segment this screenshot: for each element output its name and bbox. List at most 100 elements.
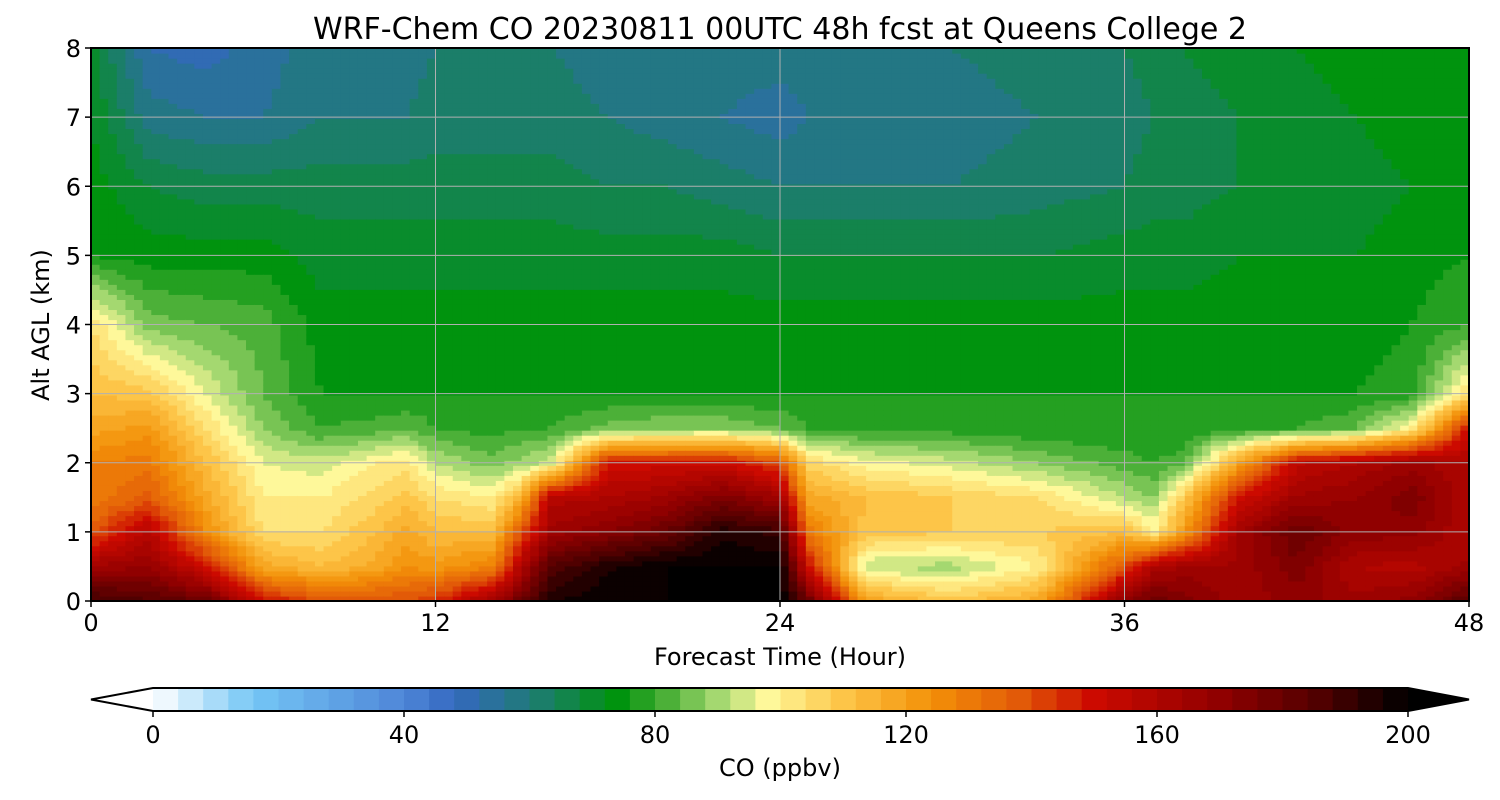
heatmap-cell [383,414,394,421]
heatmap-cell [246,128,256,135]
heatmap-cell [461,475,471,481]
heatmap-cell [297,218,307,225]
heatmap-cell [375,133,385,140]
heatmap-cell [228,83,239,89]
heatmap-cell [211,485,221,491]
heatmap-cell [426,88,437,94]
heatmap-cell [418,319,428,326]
heatmap-cell [469,394,480,401]
heatmap-cell [401,163,411,170]
heatmap-cell [409,98,419,104]
heatmap-cell [263,354,273,361]
heatmap-cell [151,490,161,497]
heatmap-cell [297,213,307,220]
heatmap-cell [401,188,411,195]
heatmap-cell [194,414,204,421]
heatmap-cell [314,510,325,517]
heatmap-cell [323,445,333,451]
heatmap-cell [237,555,247,562]
heatmap-cell [461,440,471,446]
heatmap-cell [323,379,333,386]
heatmap-cell [469,123,480,130]
heatmap-cell [151,188,161,195]
heatmap-cell [263,48,273,54]
heatmap-cell [211,455,221,461]
heatmap-cell [280,555,290,562]
heatmap-cell [357,78,368,84]
heatmap-cell [357,359,368,366]
heatmap-cell [220,329,230,336]
heatmap-cell [444,520,454,527]
heatmap-cell [91,445,101,451]
heatmap-cell [134,88,144,94]
heatmap-cell [108,168,118,175]
heatmap-cell [392,78,402,84]
heatmap-cell [263,173,273,180]
heatmap-cell [297,570,307,577]
heatmap-cell [340,249,350,255]
heatmap-cell [202,435,213,441]
heatmap-cell [366,78,376,84]
heatmap-cell [91,83,101,89]
heatmap-cell [392,133,402,140]
heatmap-cell [228,595,239,601]
heatmap-cell [202,188,213,195]
heatmap-cell [271,430,282,436]
heatmap-cell [263,269,273,275]
heatmap-cell [99,228,109,235]
heatmap-cell [289,193,299,200]
heatmap-cell [392,259,402,265]
heatmap-cell [271,234,282,240]
heatmap-cell [340,218,350,225]
heatmap-cell [340,420,350,426]
heatmap-cell [383,394,394,401]
heatmap-cell [452,404,462,411]
heatmap-cell [426,420,437,426]
heatmap-cell [461,88,471,94]
heatmap-cell [435,500,445,507]
heatmap-cell [435,178,445,185]
heatmap-cell [202,394,213,401]
heatmap-cell [332,173,342,180]
heatmap-cell [401,228,411,235]
heatmap-cell [116,314,127,321]
heatmap-cell [91,590,101,597]
heatmap-cell [469,83,480,89]
heatmap-cell [366,339,376,346]
heatmap-cell [418,223,428,230]
heatmap-cell [237,218,247,225]
heatmap-cell [108,68,118,74]
heatmap-cell [332,595,342,601]
heatmap-cell [289,354,299,361]
heatmap-cell [91,379,101,386]
heatmap-cell [194,309,204,316]
heatmap-cell [159,344,170,351]
heatmap-cell [142,379,152,386]
heatmap-cell [168,550,178,557]
heatmap-cell [228,274,239,280]
heatmap-cell [91,198,101,205]
heatmap-cell [349,495,359,502]
heatmap-cell [228,178,239,185]
heatmap-cell [461,490,471,497]
heatmap-cell [401,595,411,601]
heatmap-cell [185,234,195,240]
heatmap-cell [469,304,480,311]
heatmap-cell [297,53,307,59]
heatmap-cell [461,249,471,255]
heatmap-cell [116,510,127,517]
heatmap-cell [263,83,273,89]
heatmap-cell [246,118,256,125]
heatmap-cell [125,404,135,411]
heatmap-cell [134,364,144,371]
heatmap-cell [349,234,359,240]
heatmap-cell [263,108,273,114]
heatmap-cell [177,148,187,155]
heatmap-cell [366,254,376,260]
heatmap-cell [418,193,428,200]
heatmap-cell [168,329,178,336]
heatmap-cell [211,359,221,366]
heatmap-cell [297,98,307,104]
heatmap-cell [159,108,170,114]
heatmap-cell [435,485,445,491]
